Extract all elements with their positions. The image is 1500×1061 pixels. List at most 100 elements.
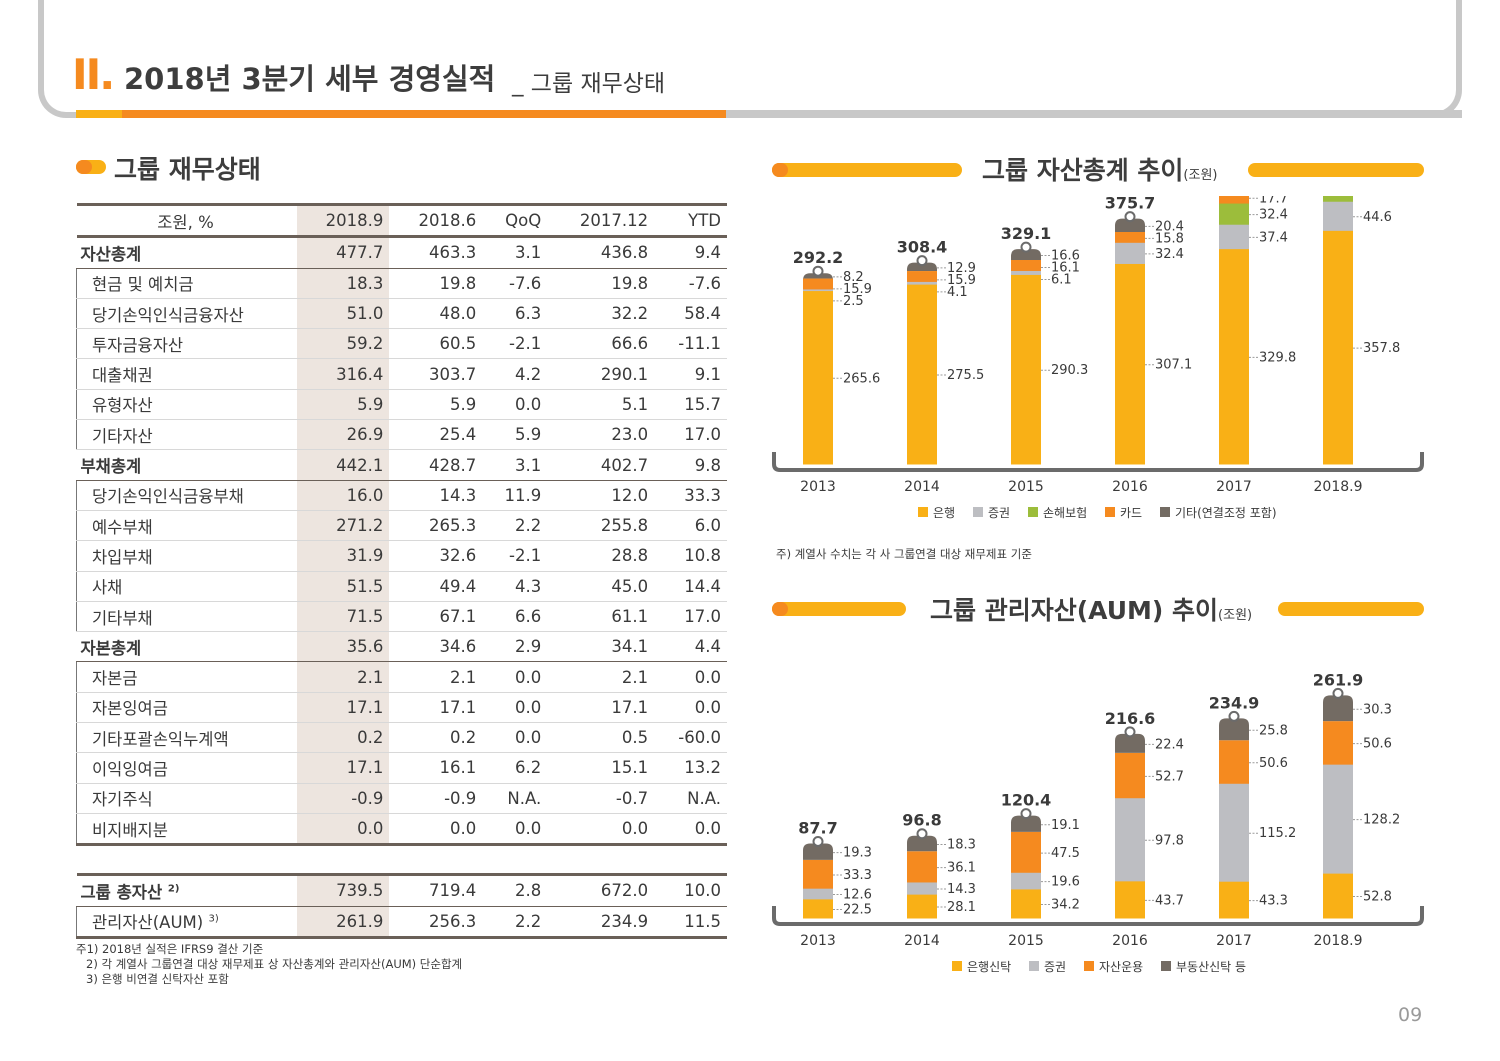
- cell-value: 16.1: [389, 752, 483, 784]
- section-number: II.: [72, 50, 115, 99]
- cell-value: 463.3: [389, 236, 483, 269]
- segment-label: 33.3: [843, 868, 872, 883]
- cell-value: 255.8: [547, 510, 655, 542]
- cell-value: 48.0: [389, 298, 483, 330]
- cell-value: 66.6: [547, 328, 655, 360]
- legend-label: 은행: [933, 505, 955, 520]
- legend-swatch: [1105, 507, 1115, 517]
- cell-value: 0.0: [654, 692, 727, 724]
- financial-table: 조원, % 2018.9 2018.6 QoQ 2017.12 YTD 자산총계 477.7 4…: [76, 202, 727, 939]
- asset-chart-footnote: 주) 계열사 수치는 각 사 그룹연결 대상 재무제표 기준: [776, 547, 1032, 561]
- cell-value: 2.2: [482, 510, 548, 542]
- bar-segment: [907, 262, 937, 272]
- cell-value: 58.4: [654, 298, 727, 330]
- bar-segment: [803, 288, 833, 292]
- cell-value: 6.3: [482, 298, 548, 330]
- bar-segment: [907, 835, 937, 852]
- table-notes: 주1) 2018년 실적은 IFRS9 결산 기준 2) 각 계열사 그룹연결 …: [76, 942, 462, 987]
- total-marker: [1124, 726, 1136, 738]
- legend-swatch: [1029, 961, 1039, 971]
- cell-value: 32.2: [547, 298, 655, 330]
- cell-value: -7.6: [482, 268, 548, 299]
- bar-segment: [803, 290, 833, 465]
- segment-label: 47.5: [1051, 846, 1080, 861]
- bar-segment: [803, 859, 833, 889]
- table-row: 기타자산 26.9 25.4 5.9 23.0 17.0: [76, 419, 727, 451]
- table-row: 당기손익인식금융자산 51.0 48.0 6.3 32.2 58.4: [76, 298, 727, 330]
- column-header: YTD: [654, 202, 727, 239]
- bar-segment: [1011, 249, 1041, 260]
- cell-value: -11.1: [654, 328, 727, 360]
- total-marker: [916, 255, 928, 267]
- legend-swatch: [1160, 507, 1170, 517]
- legend-label: 부동산신탁 등: [1176, 960, 1246, 974]
- row-label: 기타자산: [76, 419, 297, 451]
- table-row: 그룹 총자산 2) 739.5 719.4 2.8 672.0 10.0: [76, 873, 727, 907]
- bar-segment: [1115, 263, 1145, 465]
- row-label: 사채: [76, 571, 297, 602]
- cell-value: 14.3: [389, 480, 483, 511]
- cell-value: 0.0: [482, 661, 548, 693]
- segment-label: 34.2: [1051, 897, 1080, 912]
- cell-value: 9.4: [654, 236, 727, 269]
- legend-swatch: [952, 961, 962, 971]
- bar-segment: [803, 898, 833, 919]
- cell-value: 0.0: [654, 813, 727, 847]
- segment-label: 32.4: [1259, 208, 1288, 223]
- cell-value: 16.0: [296, 480, 390, 511]
- segment-label: 43.7: [1155, 893, 1184, 908]
- footnote-ref: 2): [167, 883, 180, 895]
- legend-swatch: [973, 507, 983, 517]
- cell-value: 59.2: [296, 328, 390, 360]
- category-label: 2017: [1216, 933, 1252, 949]
- bar-segment: [1115, 797, 1145, 882]
- segment-label: 33.8: [1363, 196, 1392, 199]
- total-marker: [916, 828, 928, 840]
- segment-label: 290.3: [1051, 363, 1088, 378]
- axis-line: [772, 452, 1424, 472]
- total-marker: [1020, 808, 1032, 820]
- bar-segment: [1323, 873, 1353, 919]
- bar-segment: [1115, 733, 1145, 753]
- category-label: 2015: [1008, 479, 1044, 495]
- cell-value: 0.0: [654, 661, 727, 693]
- bar-segment: [1115, 231, 1145, 243]
- bar-segment: [1219, 881, 1249, 919]
- table-row: 당기손익인식금융부채 16.0 14.3 11.9 12.0 33.3: [76, 480, 727, 511]
- bar-segment: [907, 281, 937, 285]
- total-label: 292.2: [793, 248, 844, 267]
- cell-value: 2.1: [296, 661, 390, 693]
- table-note: 주1) 2018년 실적은 IFRS9 결산 기준: [76, 942, 264, 956]
- column-header: 2018.6: [389, 202, 483, 239]
- legend-label: 손해보험: [1043, 506, 1087, 520]
- segment-label: 19.1: [1051, 818, 1080, 833]
- cell-value: -0.7: [547, 783, 655, 814]
- total-label: 308.4: [897, 238, 948, 257]
- gap-cell: [547, 844, 655, 875]
- bar-segment: [1323, 201, 1353, 231]
- cell-value: 17.1: [296, 752, 390, 784]
- cell-value: 436.8: [547, 236, 655, 269]
- cell-value: 17.1: [389, 692, 483, 724]
- legend-swatch: [1084, 961, 1094, 971]
- segment-label: 36.1: [947, 861, 976, 876]
- cell-value: 49.4: [389, 571, 483, 602]
- cell-value: 0.2: [389, 722, 483, 754]
- bar-segment: [803, 843, 833, 860]
- category-label: 2015: [1008, 933, 1044, 949]
- cell-value: 12.0: [547, 480, 655, 511]
- table-row: 자산총계 477.7 463.3 3.1 436.8 9.4: [76, 236, 727, 269]
- bar-segment: [1011, 831, 1041, 873]
- category-label: 2016: [1112, 933, 1148, 949]
- cell-value: 25.4: [389, 419, 483, 451]
- legend-label: 카드: [1120, 506, 1142, 520]
- cell-value: 0.5: [547, 722, 655, 754]
- bar-segment: [1011, 815, 1041, 832]
- cell-value: 256.3: [389, 906, 483, 939]
- chart-title-bar-left-tip: [772, 163, 788, 177]
- aum-chart-title: 그룹 관리자산(AUM) 추이(조원): [930, 596, 1253, 625]
- cell-value: 51.5: [296, 571, 390, 602]
- segment-label: 15.9: [843, 282, 872, 297]
- row-label: 자기주식: [76, 783, 297, 814]
- bar-segment: [907, 881, 937, 895]
